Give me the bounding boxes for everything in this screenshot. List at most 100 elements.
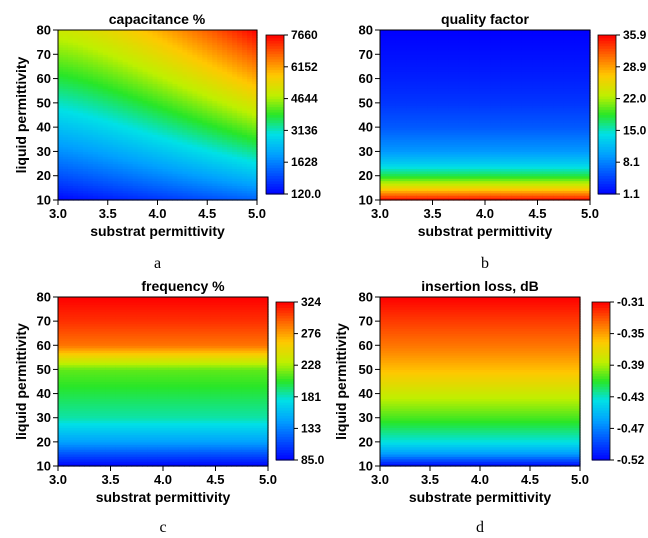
heatmap-cell	[97, 51, 104, 55]
heatmap-cell	[102, 168, 109, 172]
heatmap-cell	[72, 187, 79, 191]
heatmap-cell	[142, 61, 149, 65]
heatmap-cell	[58, 83, 64, 87]
heatmap-cell	[117, 195, 124, 199]
heatmap-cell	[380, 112, 386, 116]
heatmap-cell	[252, 153, 258, 157]
heatmap-cell	[222, 32, 228, 36]
heatmap-cell	[177, 129, 183, 133]
heatmap-cell	[252, 124, 258, 128]
heatmap-cell	[207, 117, 213, 121]
heatmap-cell	[252, 32, 258, 36]
heatmap-cell	[117, 187, 124, 191]
heatmap-cell	[112, 156, 119, 160]
heatmap-cell	[58, 54, 64, 58]
heatmap-cell	[62, 73, 69, 77]
heatmap-cell	[212, 183, 218, 187]
heatmap-cell	[182, 141, 188, 145]
heatmap-cell	[77, 49, 84, 53]
heatmap-cell	[157, 98, 164, 102]
heatmap-cell	[197, 190, 203, 194]
heatmap-cell	[82, 30, 89, 34]
heatmap-cell	[242, 30, 248, 34]
heatmap-cell	[142, 117, 149, 121]
heatmap-cell	[197, 119, 203, 123]
heatmap-cell	[87, 88, 94, 92]
heatmap-cell	[202, 76, 208, 80]
heatmap-cell	[147, 42, 154, 46]
heatmap-cell	[252, 183, 258, 187]
heatmap-cell	[132, 190, 139, 194]
heatmap-cell	[67, 190, 74, 194]
colorbar-tick-label: 120.0	[291, 187, 321, 201]
heatmap-cell	[177, 119, 183, 123]
heatmap-cell	[217, 187, 223, 191]
heatmap-cell	[157, 68, 164, 72]
heatmap-cell	[92, 44, 99, 48]
heatmap-cell	[142, 168, 149, 172]
heatmap-cell	[172, 37, 178, 41]
heatmap-cell	[182, 39, 188, 43]
heatmap-cell	[58, 163, 64, 167]
heatmap-cell	[87, 192, 94, 196]
heatmap-cell	[162, 78, 169, 82]
heatmap-cell	[172, 117, 178, 121]
heatmap-cell	[117, 173, 124, 177]
heatmap-cell	[122, 34, 129, 38]
heatmap-cell	[222, 163, 228, 167]
heatmap-cell	[192, 144, 198, 148]
heatmap-cell	[58, 37, 64, 41]
heatmap-cell	[157, 54, 164, 58]
heatmap-cell	[162, 168, 169, 172]
heatmap-cell	[82, 88, 89, 92]
heatmap-cell	[117, 122, 124, 126]
heatmap-cell	[112, 107, 119, 111]
heatmap-cell	[385, 122, 392, 126]
heatmap-cell	[232, 144, 238, 148]
heatmap-cell	[127, 158, 134, 162]
heatmap-cell	[147, 117, 154, 121]
heatmap-cell	[237, 197, 243, 201]
heatmap-cell	[395, 141, 402, 145]
heatmap-cell	[172, 100, 178, 104]
heatmap-cell	[77, 66, 84, 70]
heatmap-cell	[187, 180, 193, 184]
heatmap-cell	[227, 42, 233, 46]
heatmap-cell	[167, 197, 174, 201]
colorbar-segment	[266, 141, 284, 145]
heatmap-cell	[162, 93, 169, 97]
heatmap-cell	[72, 153, 79, 157]
heatmap-cell	[77, 178, 84, 182]
heatmap-cell	[212, 37, 218, 41]
heatmap-cell	[197, 122, 203, 126]
heatmap-cell	[67, 107, 74, 111]
heatmap-cell	[390, 34, 397, 38]
heatmap-cell	[252, 127, 258, 131]
colorbar-segment	[266, 175, 284, 179]
heatmap-cell	[227, 122, 233, 126]
heatmap-cell	[67, 178, 74, 182]
heatmap-cell	[187, 68, 193, 72]
heatmap-cell	[217, 71, 223, 75]
heatmap-cell	[395, 129, 402, 133]
heatmap-cell	[102, 178, 109, 182]
heatmap-cell	[187, 78, 193, 82]
heatmap-cell	[112, 197, 119, 201]
heatmap-cell	[390, 134, 397, 138]
heatmap-cell	[117, 141, 124, 145]
heatmap-cell	[127, 180, 134, 184]
heatmap-cell	[72, 173, 79, 177]
heatmap-cell	[192, 30, 198, 34]
heatmap-cell	[97, 197, 104, 201]
heatmap-cell	[122, 185, 129, 189]
heatmap-cell	[132, 136, 139, 140]
heatmap-cell	[127, 170, 134, 174]
heatmap-cell	[192, 134, 198, 138]
heatmap-cell	[177, 175, 183, 179]
heatmap-cell	[147, 195, 154, 199]
heatmap-cell	[102, 30, 109, 34]
heatmap-cell	[227, 105, 233, 109]
heatmap-cell	[62, 127, 69, 131]
heatmap-cell	[222, 76, 228, 80]
heatmap-cell	[247, 30, 253, 34]
